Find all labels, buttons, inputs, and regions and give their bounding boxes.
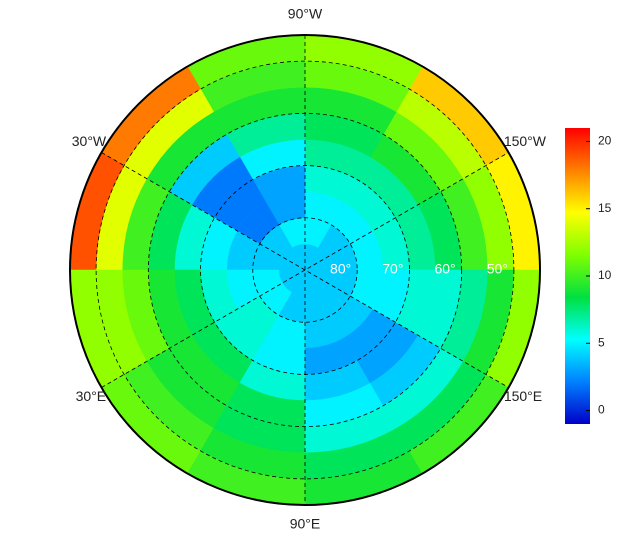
latitude-circle [95,60,515,480]
meridian [101,152,509,388]
latitude-label: 50° [487,261,508,277]
longitude-label: 30°W [72,133,107,149]
colorbar-tick-label: 20 [598,134,612,148]
longitude-label: 150°W [504,133,547,149]
colorbar-tick-label: 0 [598,403,605,417]
latitude-label: 80° [330,261,351,277]
map-border [69,34,541,506]
longitude-label: 90°E [290,516,321,532]
colorbar-tick-label: 15 [598,201,612,215]
colorbar [565,128,590,424]
latitude-label: 70° [382,261,403,277]
longitude-label: 150°E [504,388,542,404]
latitude-label: 60° [434,261,455,277]
colorbar-tick-label: 5 [598,335,605,349]
longitude-label: 30°E [76,388,107,404]
longitude-label: 90°W [288,6,323,22]
colorbar-tick-label: 10 [598,268,612,282]
